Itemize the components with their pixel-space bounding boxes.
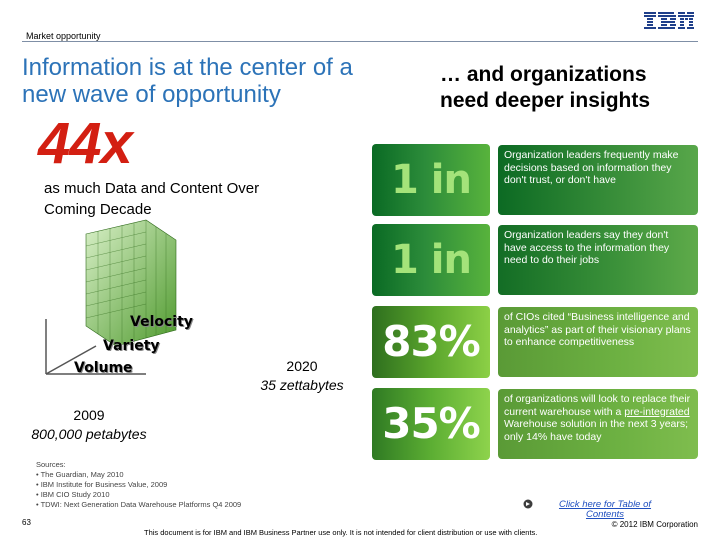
sources-heading: Sources: — [36, 460, 66, 469]
growth-caption: as much Data and Content Over Coming Dec… — [44, 180, 260, 218]
stat-description-4: of organizations will look to replace th… — [498, 389, 698, 459]
source-item: • The Guardian, May 2010 — [36, 470, 124, 479]
stat-description-4-part1: of organizations will look to replace th… — [504, 393, 691, 418]
data-cube-graphic — [45, 219, 177, 375]
stat-box-4: 35% — [372, 388, 490, 460]
variety-label: Variety — [103, 338, 160, 354]
growth-multiplier: 44x — [38, 111, 133, 176]
ibm-logo — [644, 12, 694, 29]
footer-disclaimer: This document is for IBM and IBM Busines… — [144, 528, 538, 537]
cube-axes — [45, 319, 146, 375]
copyright: © 2012 IBM Corporation — [611, 520, 698, 529]
volume-label: Volume — [74, 360, 133, 376]
section-label: Market opportunity — [26, 31, 101, 41]
stat-description-2: Organization leaders say they don't have… — [498, 225, 698, 295]
value-2009: 800,000 petabytes — [31, 426, 147, 442]
header-divider — [22, 41, 698, 42]
source-item: • IBM CIO Study 2010 — [36, 490, 110, 499]
source-item: • IBM Institute for Business Value, 2009 — [36, 480, 168, 489]
stat-box-2: 1 in 2 — [372, 224, 490, 296]
right-title: … and organizations need deeper insights — [440, 63, 651, 112]
stat-description-1: Organization leaders frequently make dec… — [498, 145, 698, 215]
stat-value-3: 83% — [382, 317, 481, 366]
cube-blocks — [85, 219, 177, 347]
stat-description-4-underlined: pre-integrated — [624, 405, 690, 418]
stat-value-4: 35% — [382, 399, 481, 448]
value-2020: 35 zettabytes — [260, 377, 344, 393]
stat-value-2: 1 in 2 — [391, 237, 472, 283]
year-2009: 2009 — [73, 407, 105, 423]
year-2009-block: 2009 800,000 petabytes — [14, 406, 164, 444]
stat-box-3: 83% — [372, 306, 490, 378]
stat-description-4-part2: Warehouse solution in the next 3 years; … — [504, 418, 689, 443]
source-item: • TDWI: Next Generation Data Warehouse P… — [36, 500, 242, 509]
sources-list: Sources: • The Guardian, May 2010 • IBM … — [36, 460, 356, 510]
stat-value-1: 1 in 3 — [391, 157, 472, 203]
velocity-label: Velocity — [130, 314, 193, 330]
page-number: 63 — [22, 518, 31, 527]
left-title: Information is at the center of a new wa… — [22, 54, 353, 108]
year-2020-block: 2020 35 zettabytes — [252, 357, 352, 395]
stat-box-1: 1 in 3 — [372, 144, 490, 216]
table-of-contents-link[interactable]: Click here for Table of Contents — [558, 499, 652, 520]
arrow-right-icon[interactable] — [522, 499, 534, 509]
stat-description-3: of CIOs cited “Business intelligence and… — [498, 307, 698, 377]
year-2020: 2020 — [286, 358, 318, 374]
